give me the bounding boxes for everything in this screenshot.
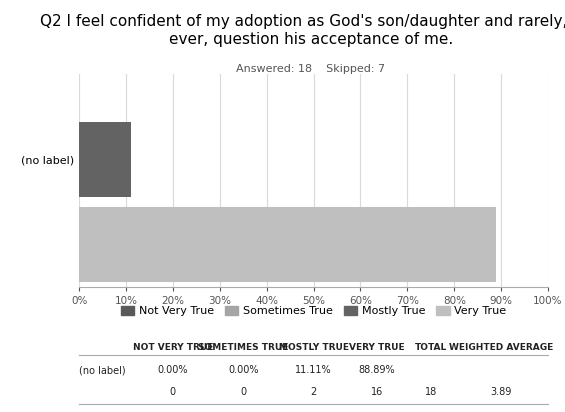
Text: 2: 2 (310, 387, 317, 397)
Text: (no label): (no label) (79, 365, 126, 375)
Text: 0: 0 (170, 387, 176, 397)
Bar (79, 207, 496, 282)
Text: 0.00%: 0.00% (158, 365, 188, 375)
Text: VERY TRUE: VERY TRUE (349, 344, 405, 352)
Text: 11.11%: 11.11% (295, 365, 332, 375)
Text: Q2 I feel confident of my adoption as God's son/daughter and rarely, if
ever, qu: Q2 I feel confident of my adoption as Go… (40, 14, 565, 47)
Text: WEIGHTED AVERAGE: WEIGHTED AVERAGE (449, 344, 553, 352)
Text: 16: 16 (371, 387, 383, 397)
Text: 18: 18 (425, 387, 437, 397)
Text: Answered: 18    Skipped: 7: Answered: 18 Skipped: 7 (236, 64, 385, 74)
Text: 0.00%: 0.00% (228, 365, 258, 375)
Text: MOSTLY TRUE: MOSTLY TRUE (279, 344, 349, 352)
Text: TOTAL: TOTAL (415, 344, 447, 352)
Text: NOT VERY TRUE: NOT VERY TRUE (133, 344, 213, 352)
Text: 88.89%: 88.89% (359, 365, 395, 375)
Text: SOMETIMES TRUE: SOMETIMES TRUE (198, 344, 288, 352)
Bar (79, 122, 131, 197)
Text: 0: 0 (240, 387, 246, 397)
Text: 3.89: 3.89 (490, 387, 512, 397)
Legend: Not Very True, Sometimes True, Mostly True, Very True: Not Very True, Sometimes True, Mostly Tr… (116, 301, 511, 321)
